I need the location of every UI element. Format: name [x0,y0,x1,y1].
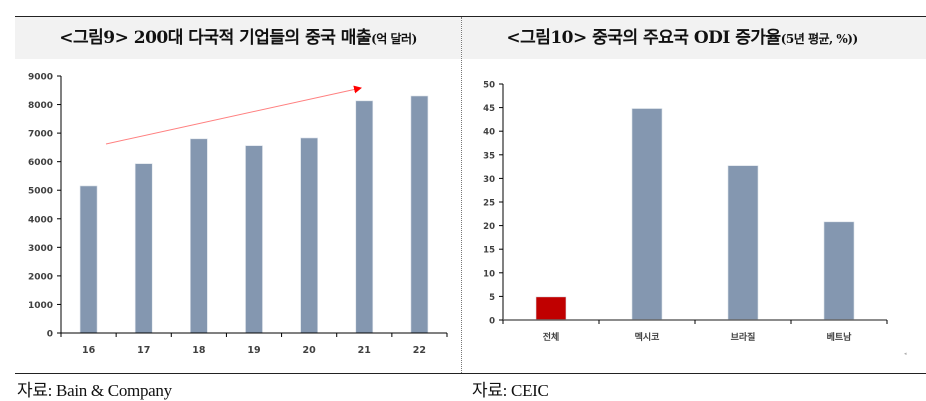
x-tick-label: 전체 [543,331,560,343]
y-tick-label: 40 [483,128,495,138]
y-tick-label: 5000 [28,187,53,197]
y-tick-label: 50 [483,81,495,91]
y-tick-label: 2000 [28,272,53,282]
bar-16 [79,185,98,334]
y-tick-label: 30 [483,175,495,185]
x-tick-label: 20 [303,345,317,356]
bar-전체 [535,296,567,321]
trend-arrow [105,85,362,145]
y-tick-label: 7000 [28,130,53,140]
figure9-title-main: <그림9> 200대 다국적 기업들의 중국 매출 [59,28,372,48]
stray-mark: ◂ [904,351,907,357]
y-tick-label: 0 [47,330,53,340]
figure9-title-unit: (억 달러) [371,32,417,46]
x-tick-label: 18 [192,345,206,356]
figure10-chart: 0 5 10 15 20 25 30 35 40 45 50 전체 멕시코 브라질 베트남 ◂ [483,81,907,358]
x-tick-label: 21 [358,345,371,356]
x-tick-label: 베트남 [827,331,853,343]
y-tick-label: 0 [489,317,495,327]
x-tick-label: 브라질 [731,331,756,343]
bar-베트남 [823,221,855,321]
x-tick-label: 멕시코 [635,331,660,343]
y-tick-label: 10 [483,269,495,279]
figure10-title-unit: (5년 평균, %)) [780,32,858,46]
bar-멕시코 [631,108,663,321]
y-tick-label: 25 [483,199,495,209]
y-tick-label: 1000 [28,301,53,311]
bar-18 [190,138,208,334]
x-tick-label: 16 [82,345,96,356]
y-tick-label: 8000 [28,101,53,111]
x-tick-label: 22 [413,345,426,356]
y-tick-label: 9000 [28,73,53,83]
figure10-header: <그림10> 중국의 주요국 ODI 증가율(5년 평균, %)) [462,17,926,59]
top-rule [15,16,926,17]
y-tick-label: 3000 [28,244,53,254]
y-tick-label: 20 [483,222,495,232]
y-tick-label: 35 [483,151,495,161]
x-tick-label: 19 [247,345,260,356]
figure9-title: <그림9> 200대 다국적 기업들의 중국 매출(억 달러) [15,17,461,59]
figure10-title: <그림10> 중국의 주요국 ODI 증가율(5년 평균, %)) [462,17,902,59]
figure10-title-main: <그림10> 중국의 주요국 ODI 증가율 [506,28,781,48]
figure10-source: 자료: CEIC [472,381,549,400]
figure9-header: <그림9> 200대 다국적 기업들의 중국 매출(억 달러) [15,17,461,59]
y-tick-label: 45 [483,104,495,114]
figure9-source: 자료: Bain & Company [17,381,172,400]
panel-divider [461,17,462,373]
bar-21 [355,100,374,334]
bar-브라질 [727,165,759,321]
y-tick-label: 6000 [28,158,53,168]
y-tick-label: 15 [483,246,495,256]
y-tick-label: 4000 [28,215,53,225]
bottom-rule [15,373,926,374]
bar-17 [134,163,153,334]
bar-19 [245,145,263,334]
x-tick-label: 17 [137,345,150,356]
bar-20 [300,137,318,334]
bar-22 [410,95,429,334]
y-tick-label: 5 [489,293,495,303]
figure9-chart: 0 1000 2000 3000 4000 5000 6000 7000 8000 9000 16 1… [28,73,448,356]
